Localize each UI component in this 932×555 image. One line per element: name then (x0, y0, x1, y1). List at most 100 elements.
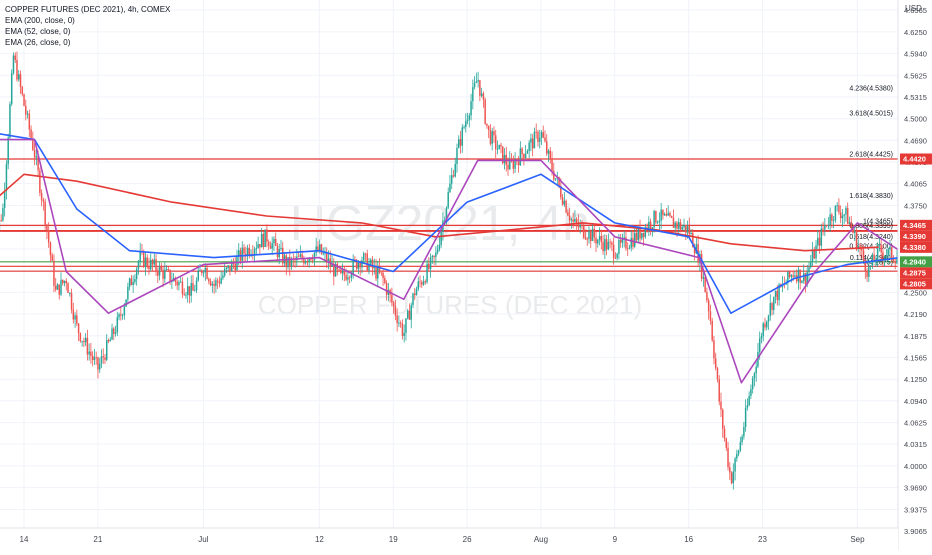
candle-body (224, 269, 226, 276)
candle-body (722, 410, 724, 429)
candle-body (745, 408, 747, 427)
candle-body (652, 228, 654, 229)
candle-body (60, 280, 62, 295)
candle-body (861, 249, 863, 250)
time-axis[interactable]: 1421Jul121926Aug91623Sep1320Oct11 (0, 528, 932, 550)
candle-body (73, 310, 75, 320)
candle-body (136, 269, 138, 279)
candle-body (894, 261, 896, 263)
candle-body (734, 459, 736, 472)
candle-body (194, 290, 196, 291)
candle-body (155, 259, 157, 271)
candle-body (565, 201, 567, 213)
candle-body (634, 233, 636, 247)
candle-body (828, 225, 830, 226)
candle-body (447, 192, 449, 207)
candle-body (314, 253, 316, 261)
price-tick-label: 4.0625 (904, 419, 927, 428)
candle-body (882, 252, 884, 258)
candle-body (143, 251, 145, 266)
candle-body (884, 256, 886, 258)
candle-body (891, 247, 893, 259)
candle-body (352, 259, 354, 274)
candle-body (602, 242, 604, 251)
candle-body (703, 277, 705, 279)
candle-body (190, 283, 192, 296)
candle-body (604, 239, 606, 251)
candle-body (242, 248, 244, 261)
candle-body (798, 270, 800, 282)
time-tick-label: 9 (613, 535, 618, 544)
candle-body (873, 255, 875, 261)
legend-ema26[interactable]: EMA (26, close, 0) (5, 37, 170, 48)
candle-body (521, 148, 523, 153)
price-tag-label: 4.3465 (903, 221, 926, 230)
candle-body (97, 357, 99, 369)
candle-body (831, 215, 833, 221)
candle-body (662, 210, 664, 216)
price-tick-label: 4.0000 (904, 462, 927, 471)
candle-body (794, 275, 796, 276)
candle-body (571, 219, 573, 220)
candle-body (271, 243, 273, 249)
candle-body (667, 213, 669, 216)
candle-body (616, 254, 618, 258)
candle-body (13, 56, 15, 74)
candle-body (43, 200, 45, 202)
candle-body (432, 256, 434, 258)
price-tag-label: 4.2940 (903, 258, 926, 267)
candle-body (657, 222, 659, 223)
candle-body (169, 270, 171, 282)
candle-body (498, 145, 500, 149)
candle-body (771, 303, 773, 310)
candle-body (227, 265, 229, 267)
price-tick-label: 4.2190 (904, 310, 927, 319)
candle-body (525, 154, 527, 158)
candle-body (375, 266, 377, 279)
legend-ema52[interactable]: EMA (52, close, 0) (5, 26, 170, 37)
candle-body (592, 229, 594, 241)
candle-body (395, 306, 397, 315)
candle-body (182, 282, 184, 294)
legend-ema200[interactable]: EMA (200, close, 0) (5, 15, 170, 26)
candle-body (168, 269, 170, 270)
candle-body (759, 339, 761, 352)
candle-body (338, 270, 340, 271)
candle-body (870, 265, 872, 266)
candle-body (689, 226, 691, 234)
candle-body (95, 357, 97, 358)
candle-body (845, 208, 847, 215)
candle-body (199, 270, 201, 271)
candle-body (555, 178, 557, 179)
candle-body (674, 223, 676, 228)
candle-body (581, 225, 583, 226)
time-tick-label: 14 (20, 535, 29, 544)
candle-body (893, 259, 895, 261)
candle-body (720, 402, 722, 410)
candle-body (541, 132, 543, 138)
candle-body (854, 231, 856, 233)
candle-body (761, 336, 763, 338)
candle-body (660, 210, 662, 221)
candle-body (687, 226, 689, 232)
candle-body (303, 259, 305, 264)
candle-body (609, 242, 611, 243)
candle-body (110, 340, 112, 342)
candle-body (808, 267, 810, 272)
price-tick-label: 4.1250 (904, 375, 927, 384)
candle-body (312, 260, 314, 261)
candle-body (601, 236, 603, 242)
legend-symbol[interactable]: COPPER FUTURES (DEC 2021), 4h, COMEX (5, 4, 170, 15)
candle-body (94, 357, 96, 360)
candle-body (740, 442, 742, 451)
candle-body (849, 222, 851, 224)
candle-body (138, 262, 140, 269)
candle-body (518, 161, 520, 165)
candle-body (481, 93, 483, 95)
candle-body (479, 80, 481, 96)
candle-body (641, 233, 643, 239)
candle-body (254, 249, 256, 254)
candle-body (234, 264, 236, 270)
